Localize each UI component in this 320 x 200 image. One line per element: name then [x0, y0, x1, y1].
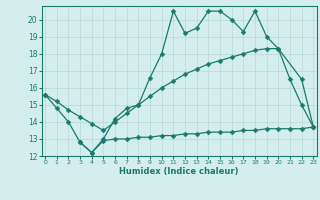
- X-axis label: Humidex (Indice chaleur): Humidex (Indice chaleur): [119, 167, 239, 176]
